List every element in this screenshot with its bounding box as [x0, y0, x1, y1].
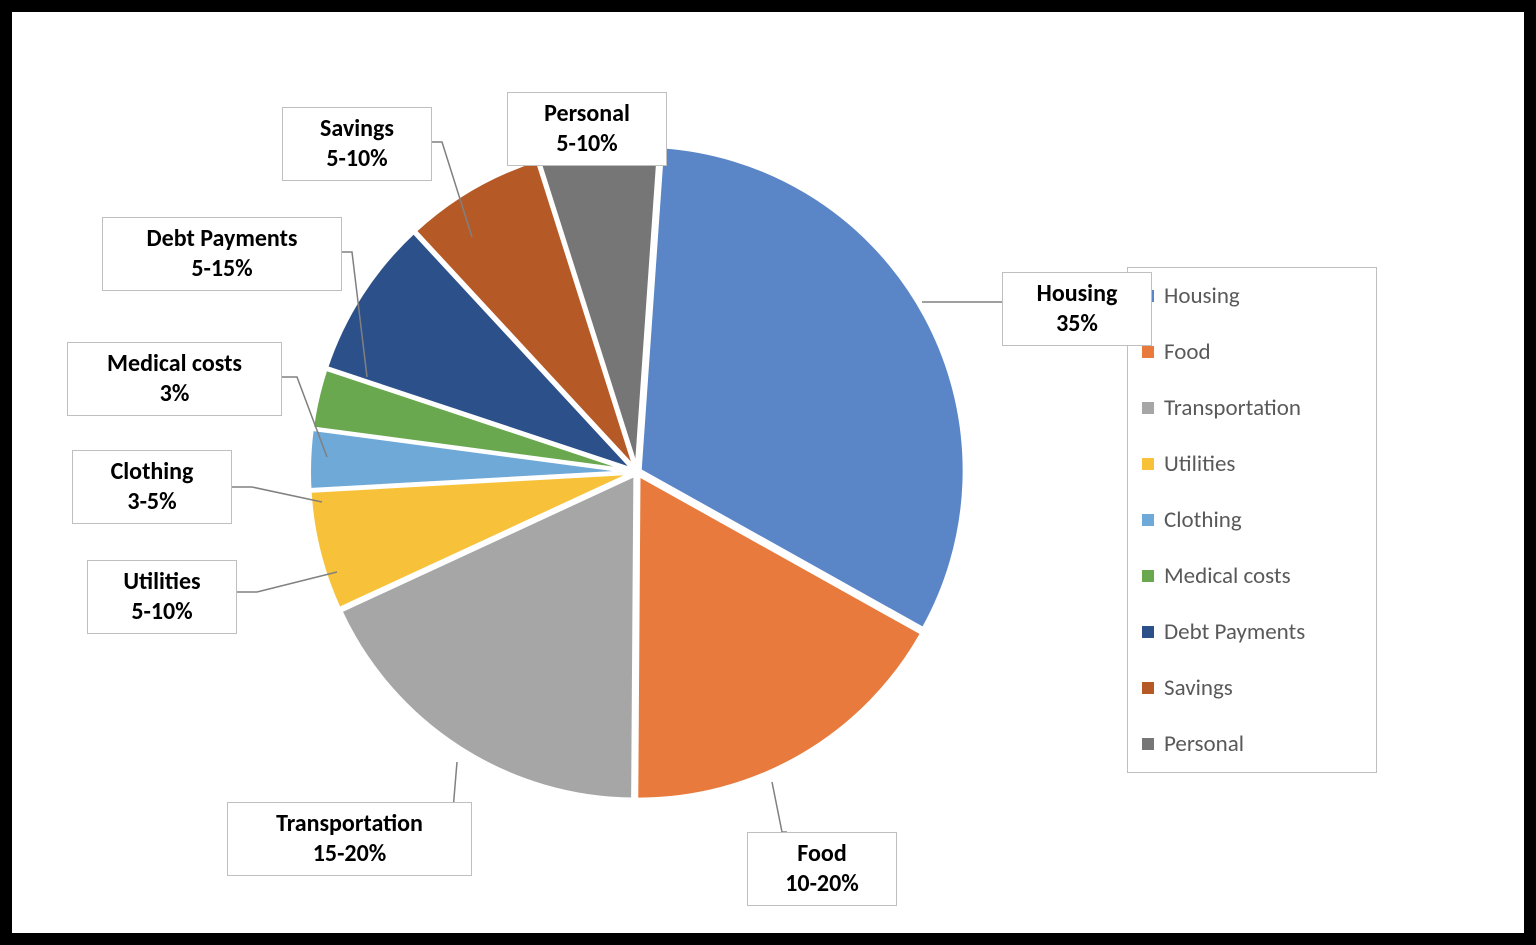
callout-pct: 5-10%: [102, 597, 222, 627]
legend-swatch: [1142, 570, 1154, 582]
legend-label: Debt Payments: [1164, 618, 1305, 646]
callout-label: Debt Payments: [117, 224, 327, 254]
callout-personal: Personal5-10%: [507, 92, 667, 166]
legend-swatch: [1142, 514, 1154, 526]
callout-savings: Savings5-10%: [282, 107, 432, 181]
legend-item-personal: Personal: [1142, 730, 1356, 758]
callout-utilities: Utilities5-10%: [87, 560, 237, 634]
legend-swatch: [1142, 738, 1154, 750]
pie-chart: Housing Food Transportation Utilities Clothi…: [12, 12, 1524, 933]
callout-label: Savings: [297, 114, 417, 144]
callout-label: Transportation: [242, 809, 457, 839]
legend-label: Utilities: [1164, 450, 1235, 478]
callout-label: Clothing: [87, 457, 217, 487]
legend-label: Savings: [1164, 674, 1233, 702]
legend-swatch: [1142, 402, 1154, 414]
legend-label: Housing: [1164, 282, 1240, 310]
callout-pct: 5-10%: [297, 144, 417, 174]
legend-swatch: [1142, 682, 1154, 694]
chart-frame: Housing Food Transportation Utilities Clothi…: [12, 12, 1524, 933]
legend-item-utilities: Utilities: [1142, 450, 1356, 478]
callout-pct: 5-10%: [522, 129, 652, 159]
legend-swatch: [1142, 626, 1154, 638]
legend-item-savings: Savings: [1142, 674, 1356, 702]
legend-item-food: Food: [1142, 338, 1356, 366]
callout-housing: Housing35%: [1002, 272, 1152, 346]
legend-item-transportation: Transportation: [1142, 394, 1356, 422]
legend-item-debt: Debt Payments: [1142, 618, 1356, 646]
legend-label: Personal: [1164, 730, 1244, 758]
callout-pct: 3%: [82, 379, 267, 409]
legend-swatch: [1142, 458, 1154, 470]
callout-label: Housing: [1017, 279, 1137, 309]
callout-transportation: Transportation15-20%: [227, 802, 472, 876]
callout-clothing: Clothing3-5%: [72, 450, 232, 524]
callout-pct: 35%: [1017, 309, 1137, 339]
callout-medical: Medical costs3%: [67, 342, 282, 416]
callout-label: Personal: [522, 99, 652, 129]
callout-pct: 5-15%: [117, 254, 327, 284]
callout-debt: Debt Payments5-15%: [102, 217, 342, 291]
legend-label: Clothing: [1164, 506, 1242, 534]
callout-label: Medical costs: [82, 349, 267, 379]
callout-food: Food10-20%: [747, 832, 897, 906]
legend-item-medical: Medical costs: [1142, 562, 1356, 590]
legend-item-housing: Housing: [1142, 282, 1356, 310]
legend-label: Medical costs: [1164, 562, 1291, 590]
legend-swatch: [1142, 346, 1154, 358]
callout-pct: 15-20%: [242, 839, 457, 869]
callout-label: Food: [762, 839, 882, 869]
legend-label: Food: [1164, 338, 1211, 366]
callout-pct: 3-5%: [87, 487, 217, 517]
legend-item-clothing: Clothing: [1142, 506, 1356, 534]
callout-pct: 10-20%: [762, 869, 882, 899]
legend-label: Transportation: [1164, 394, 1301, 422]
callout-label: Utilities: [102, 567, 222, 597]
legend: Housing Food Transportation Utilities Clothi…: [1127, 267, 1377, 773]
